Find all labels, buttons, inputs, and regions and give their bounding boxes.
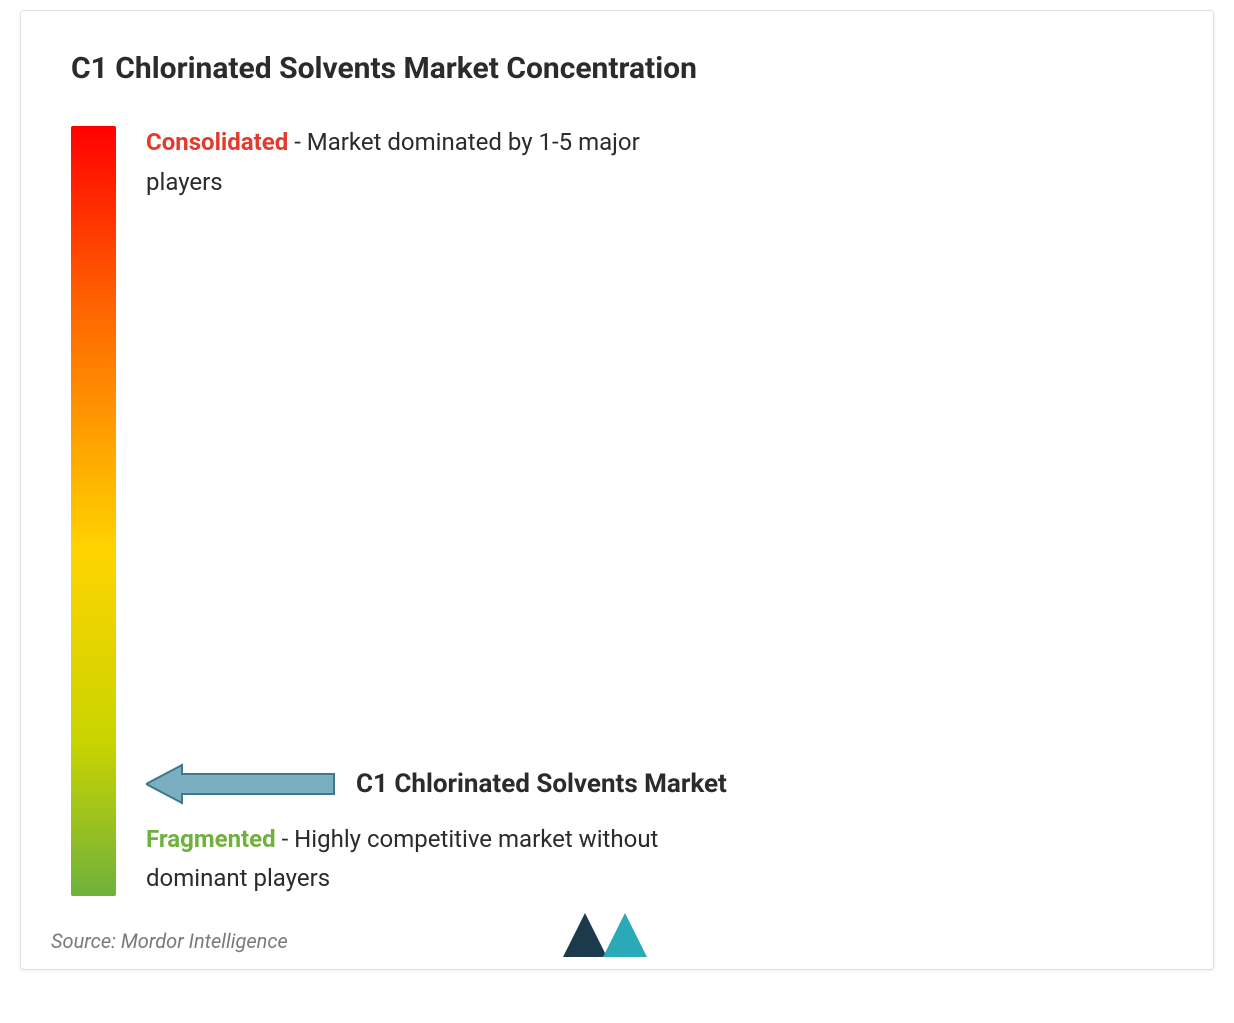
chart-body: Consolidated - Market dominated by 1-5 m… (71, 126, 1163, 896)
source-text: Source: Mordor Intelligence (51, 929, 288, 953)
fragmented-label: Fragmented (146, 825, 276, 853)
fragmented-desc-2: dominant players (146, 862, 727, 896)
consolidated-block: Consolidated - Market dominated by 1-5 m… (146, 126, 640, 199)
market-pointer-row: C1 Chlorinated Solvents Market (146, 763, 727, 805)
fragmented-block: C1 Chlorinated Solvents Market Fragmente… (146, 763, 727, 896)
consolidated-line-1: Consolidated - Market dominated by 1-5 m… (146, 126, 640, 160)
fragmented-desc-1: - Highly competitive market without (282, 825, 659, 853)
chart-title: C1 Chlorinated Solvents Market Concentra… (71, 51, 1163, 86)
consolidated-desc-1: - Market dominated by 1-5 major (294, 128, 640, 156)
consolidated-label: Consolidated (146, 128, 288, 156)
concentration-gradient-bar (71, 126, 116, 896)
arrow-left-icon (146, 763, 336, 805)
fragmented-line-1: Fragmented - Highly competitive market w… (146, 823, 727, 857)
text-column: Consolidated - Market dominated by 1-5 m… (146, 126, 1163, 896)
brand-logo (563, 913, 653, 957)
market-name: C1 Chlorinated Solvents Market (356, 769, 727, 799)
consolidated-desc-2: players (146, 166, 640, 200)
logo-icon (563, 913, 653, 957)
concentration-card: C1 Chlorinated Solvents Market Concentra… (20, 10, 1214, 970)
